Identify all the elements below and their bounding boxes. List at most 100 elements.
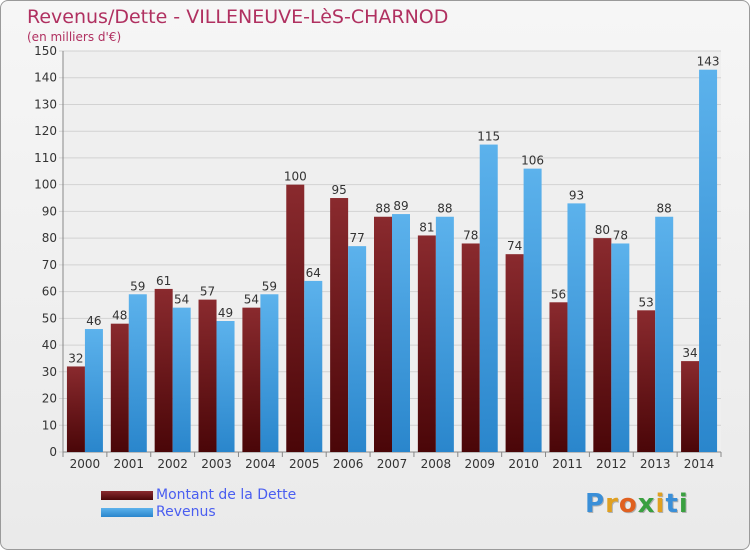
data-label-dette: 78 <box>463 228 478 242</box>
data-label-revenus: 78 <box>613 228 628 242</box>
y-tick-label: 20 <box>42 392 57 406</box>
data-label-revenus: 88 <box>437 202 452 216</box>
bar-dette <box>461 243 480 452</box>
bar-revenus <box>348 246 367 452</box>
x-tick-label: 2014 <box>684 457 715 471</box>
bar-dette <box>198 299 217 452</box>
x-tick-label: 2009 <box>464 457 495 471</box>
bar-dette <box>66 366 85 452</box>
x-tick-label: 2003 <box>201 457 232 471</box>
y-tick-label: 70 <box>42 258 57 272</box>
bar-dette <box>681 361 700 452</box>
y-tick-label: 80 <box>42 231 57 245</box>
data-label-dette: 54 <box>244 293 259 307</box>
bar-dette <box>637 310 656 452</box>
data-label-revenus: 106 <box>521 154 544 168</box>
data-label-revenus: 88 <box>657 202 672 216</box>
legend-label-dette: Montant de la Dette <box>156 487 297 503</box>
data-label-dette: 100 <box>284 170 307 184</box>
data-label-dette: 56 <box>551 287 566 301</box>
data-label-dette: 74 <box>507 239 522 253</box>
y-tick-label: 120 <box>34 124 57 138</box>
bar-revenus <box>84 329 103 452</box>
data-label-revenus: 54 <box>174 293 189 307</box>
y-tick-label: 130 <box>34 97 57 111</box>
x-tick-label: 2002 <box>157 457 188 471</box>
y-tick-label: 90 <box>42 204 57 218</box>
bar-dette <box>242 307 261 452</box>
data-label-revenus: 89 <box>393 199 408 213</box>
x-tick-label: 2011 <box>552 457 583 471</box>
bar-dette <box>549 302 568 452</box>
bar-revenus <box>172 307 191 452</box>
bar-revenus <box>216 321 235 452</box>
bar-dette <box>593 238 612 452</box>
data-label-revenus: 64 <box>306 266 321 280</box>
bar-revenus <box>435 216 454 452</box>
bar-revenus <box>567 203 586 452</box>
y-tick-label: 140 <box>34 71 57 85</box>
bar-revenus <box>260 294 279 452</box>
data-label-revenus: 93 <box>569 188 584 202</box>
bar-dette <box>286 184 305 452</box>
bar-revenus <box>128 294 147 452</box>
y-tick-label: 100 <box>34 178 57 192</box>
legend-swatch-revenus <box>101 508 153 517</box>
bar-revenus <box>655 216 674 452</box>
bar-revenus <box>479 144 498 453</box>
logo-letter: i <box>655 489 666 519</box>
logo-letter: P <box>585 489 606 519</box>
data-label-dette: 53 <box>639 295 654 309</box>
y-tick-label: 10 <box>42 418 57 432</box>
data-label-revenus: 59 <box>130 279 145 293</box>
bar-dette <box>374 216 392 452</box>
data-label-dette: 88 <box>375 202 390 216</box>
bar-dette <box>417 235 436 452</box>
bar-dette <box>330 198 349 452</box>
proxiti-logo: Proxiti <box>585 489 689 519</box>
x-tick-label: 2001 <box>114 457 145 471</box>
y-tick-label: 150 <box>34 44 57 58</box>
data-label-revenus: 143 <box>697 55 720 69</box>
x-tick-label: 2006 <box>333 457 364 471</box>
legend-label-revenus: Revenus <box>156 504 216 520</box>
data-label-revenus: 77 <box>349 231 364 245</box>
logo-letter: t <box>665 489 679 519</box>
x-tick-label: 2012 <box>596 457 627 471</box>
x-tick-label: 2013 <box>640 457 671 471</box>
logo-letter: x <box>637 489 656 519</box>
x-tick-label: 2007 <box>377 457 408 471</box>
data-label-revenus: 59 <box>262 279 277 293</box>
x-tick-label: 2010 <box>508 457 539 471</box>
y-tick-label: 40 <box>42 338 57 352</box>
data-label-dette: 34 <box>682 346 697 360</box>
legend-swatch-dette <box>101 491 153 500</box>
y-tick-label: 50 <box>42 311 57 325</box>
y-tick-label: 110 <box>34 151 57 165</box>
y-tick-label: 0 <box>49 445 57 459</box>
data-label-dette: 61 <box>156 274 171 288</box>
bar-dette <box>505 254 524 452</box>
chart-title: Revenus/Dette - VILLENEUVE-LèS-CHARNOD <box>27 6 449 28</box>
bar-revenus <box>392 214 410 452</box>
data-label-dette: 95 <box>331 183 346 197</box>
y-tick-label: 60 <box>42 285 57 299</box>
data-label-dette: 81 <box>419 220 434 234</box>
x-tick-label: 2005 <box>289 457 320 471</box>
chart-subtitle: (en milliers d'€) <box>27 30 122 44</box>
data-label-revenus: 49 <box>218 306 233 320</box>
x-tick-label: 2004 <box>245 457 276 471</box>
data-label-revenus: 115 <box>477 130 500 144</box>
data-label-dette: 48 <box>112 309 127 323</box>
x-tick-label: 2008 <box>421 457 452 471</box>
x-tick-label: 2000 <box>70 457 101 471</box>
bar-revenus <box>304 280 323 452</box>
data-label-dette: 80 <box>595 223 610 237</box>
logo-letter: r <box>605 489 619 519</box>
logo-letter: i <box>678 489 689 519</box>
data-label-revenus: 46 <box>86 314 101 328</box>
bar-dette <box>110 323 129 452</box>
bar-revenus <box>699 69 718 453</box>
